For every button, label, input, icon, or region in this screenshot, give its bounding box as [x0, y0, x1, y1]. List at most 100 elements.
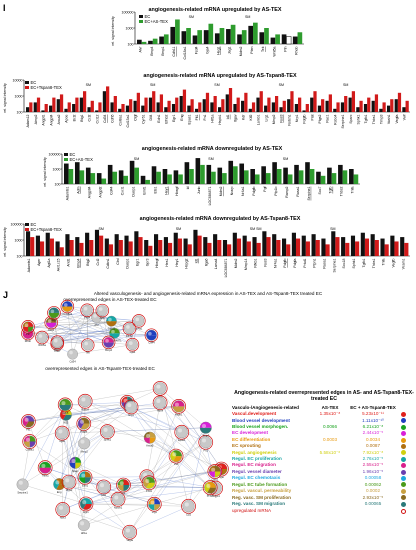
bar-ec-tex [236, 97, 240, 112]
bar-ec [164, 107, 168, 112]
bar-ec-tex [227, 244, 232, 256]
x-tick-label: Ramp2 [285, 186, 289, 197]
x-tick-label: Tgfb1 [362, 258, 366, 267]
bar-ec-tex [390, 99, 394, 112]
legend-value-as-tex: 1.35x10⁻⁸ [319, 411, 341, 417]
x-tick-label: Ccl12 [95, 114, 99, 123]
bar-ec-tex [274, 96, 279, 112]
bar-ec-tex [113, 96, 117, 112]
x-tick-label: Ctgf [134, 114, 138, 120]
bar-ec [287, 99, 291, 112]
chart-title: angiogenesis-related mRNA downregulated … [142, 146, 283, 152]
bar-ec [380, 238, 385, 256]
network-node: Hspb1 [171, 399, 187, 416]
bar-ec [124, 235, 129, 256]
x-tick-label: Prkd1 [303, 258, 307, 267]
x-tick-label: Dll4 [149, 114, 153, 120]
legend-swatch [64, 153, 68, 156]
legend-value-tspan8-tex: 5.23x10⁻¹¹ [362, 411, 384, 417]
bar-chart-down-as-tex: angiogenesis-related mRNA downregulated … [0, 142, 416, 217]
network-node: Cd44 [144, 328, 159, 345]
x-tick-label: Col8a1 [118, 114, 122, 125]
bar-ec-tex [112, 171, 118, 184]
network-node-label: Thbs1 [42, 474, 50, 478]
bar-ec-tex [175, 19, 180, 44]
y-axis-label: rel. signal intensity [43, 157, 47, 187]
bar-ec-tex [364, 238, 370, 256]
network-node: Nrp1 [123, 399, 139, 417]
bar-ec [294, 164, 299, 184]
bar-ec-tex [175, 97, 179, 112]
network-node-label: Ptgs2 [66, 488, 73, 492]
y-tick-label: 100 [17, 110, 23, 114]
bar-ec-tex [39, 241, 45, 256]
x-tick-label: Cyr61 [141, 114, 145, 123]
bar-ec-tex [236, 238, 242, 256]
bar-ec [305, 162, 310, 184]
bar-ec-tex [405, 100, 409, 112]
bar-ec-tex [99, 235, 104, 256]
legend-label: EC+Tspan8-TEX [31, 85, 63, 90]
network-node-label: Fn1 [203, 448, 208, 452]
bar-ec-tex [123, 175, 129, 184]
bar-ec [173, 170, 179, 184]
x-tick-label: Col18a1 [183, 46, 187, 59]
bar-ec-tex [367, 97, 371, 112]
x-tick-label: Akr1c15 [57, 258, 61, 271]
x-tick-label: Gja4 [205, 46, 209, 53]
x-tick-label: Hey1 [175, 258, 179, 266]
bar-ec [261, 166, 266, 184]
bar-ec [363, 104, 368, 112]
x-tick-label: Egr1 [172, 114, 176, 121]
legend-row: Regul. vessel diameter 1.96x10⁻⁵ [232, 469, 416, 475]
legend-table-header: Vasculo-/Angiogenesis-related AS-TEX EC … [232, 405, 416, 411]
bar-ec [129, 160, 135, 184]
bar-ec [213, 234, 218, 256]
x-tick-label: Itga6 [204, 258, 208, 266]
network-node: Hif1a [77, 519, 90, 535]
legend-upregulated-label: upregulated mRNA [232, 508, 272, 514]
sm-annotation: SM [176, 227, 181, 231]
bar-ec [217, 167, 223, 184]
category-color-dot [400, 437, 406, 443]
bar-ec [310, 97, 314, 112]
x-tick-label: Id1 [226, 114, 230, 119]
x-tick-label: Cd34 [103, 114, 107, 122]
x-tick-label: Ccl2 [88, 114, 92, 121]
x-tick-label: Pten [250, 46, 254, 53]
bar-ec-tex [36, 97, 41, 112]
bar-ec [181, 31, 187, 44]
legend-label: EC [31, 80, 37, 85]
legend-category-label: Regul. EC migration [232, 462, 276, 468]
chart-svg-c4: angiogenesis-related mRNA downregulated … [3, 216, 410, 277]
x-tick-label: Anxa2 [57, 114, 61, 124]
legend-value-tspan8-tex: 1.11x10⁻¹⁰ [362, 417, 384, 423]
x-tick-label: Id [186, 186, 190, 189]
network-node: Fzd1 [141, 475, 157, 493]
x-tick-label: Dusp1 [126, 258, 130, 268]
x-tick-label: Lama4 [214, 258, 218, 269]
bar-ec [302, 110, 306, 112]
network-edges [22, 388, 222, 533]
legend-row: EC differentiation 0.0003 0.0034 [232, 437, 416, 443]
bar-ec-tex [141, 41, 147, 44]
x-tick-label: Rac1 [326, 114, 330, 122]
x-tick-label: Angptl4 [88, 186, 92, 198]
network-node: Kdr [116, 477, 131, 495]
bar-ec [170, 26, 176, 44]
network-node: Gja4 [125, 337, 140, 354]
legend-category-label: Regul. EC proliferation [232, 456, 282, 462]
legend-value-tspan8-tex: 0.0087 [365, 443, 381, 449]
bar-chart-up-as-tex: angiogenesis-related mRNA upregulated by… [0, 4, 416, 73]
col-header-as-tex: AS-TEX [321, 404, 339, 410]
bar-ec [272, 234, 277, 256]
legend-category-label: Regul. vessel diameter [232, 468, 282, 474]
legend-value-tspan8-tex: 0.0002 [365, 488, 381, 494]
x-tick-label: Wnt5a [272, 46, 276, 56]
bar-ec-tex [75, 97, 79, 112]
network-node-label: Efnb2 [126, 334, 133, 338]
bar-ec [94, 229, 100, 256]
bar-ec-tex [152, 91, 156, 112]
network-node-label: Pdgfb [80, 430, 87, 434]
legend-upregulated-row: upregulated mRNA [232, 508, 416, 515]
